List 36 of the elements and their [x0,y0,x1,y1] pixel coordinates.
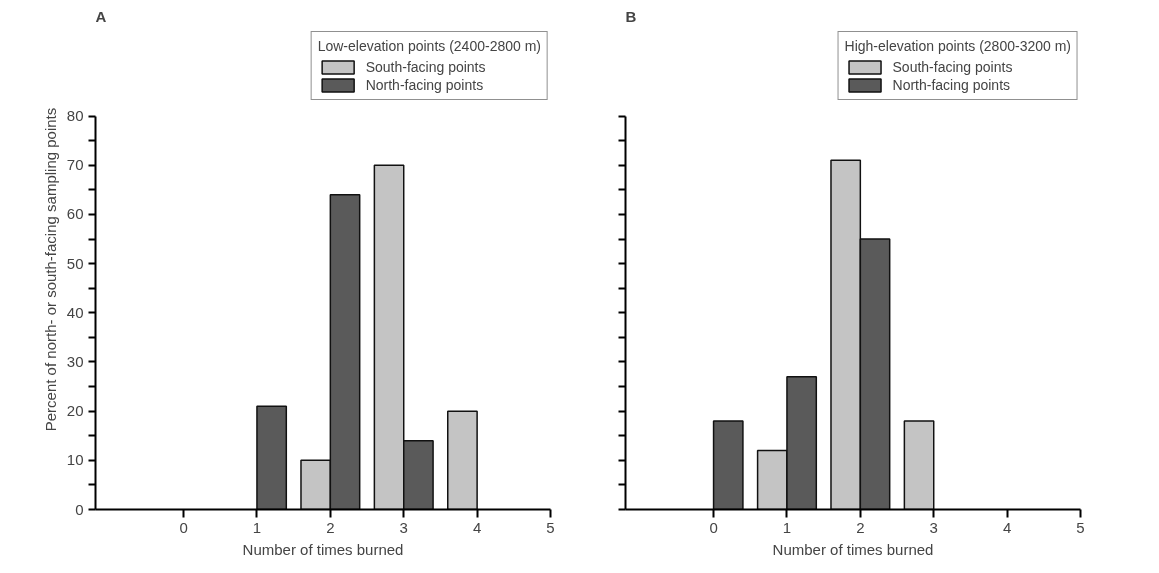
y-tick-label: 10 [66,451,84,469]
bar [447,410,478,510]
legend-title: High-elevation points (2800-3200 m) [844,38,1071,54]
y-tick-label: 50 [66,254,84,272]
x-tick-label: 1 [252,518,262,536]
x-tick-label: 3 [929,518,938,536]
x-tick-label: 4 [472,518,482,536]
y-tick-label: 60 [66,205,84,223]
x-axis-title: Number of times burned [242,540,404,558]
x-tick-label: 4 [1002,518,1012,536]
chart-title: A [95,7,107,25]
legend-label: North-facing points [365,77,484,93]
x-tick-label: 3 [399,518,408,536]
y-tick-label: 70 [66,156,84,174]
legend-label: South-facing points [892,59,1013,75]
x-axis-title: Number of times burned [772,540,934,558]
y-axis-title: Percent of north- or south-facing sampling points [41,107,59,432]
y-tick-label: 20 [66,402,84,420]
x-tick-label: 1 [782,518,792,536]
x-tick-label: 5 [1076,518,1085,536]
bar [712,420,744,510]
chart-title: B [625,7,637,25]
legend-label: North-facing points [892,77,1011,93]
y-tick-label: 40 [66,303,84,321]
y-tick-label: 0 [75,500,84,518]
x-tick-label: 0 [709,518,718,536]
x-tick-label: 2 [856,518,865,536]
bar [903,420,935,510]
x-tick-label: 5 [546,518,555,536]
x-tick-label: 2 [326,518,335,536]
x-tick-label: 0 [179,518,188,536]
y-tick-label: 30 [66,352,84,370]
legend-label: South-facing points [365,59,486,75]
bar [256,405,288,510]
y-tick-label: 80 [66,107,84,125]
legend-title: Low-elevation points (2400-2800 m) [317,38,541,54]
